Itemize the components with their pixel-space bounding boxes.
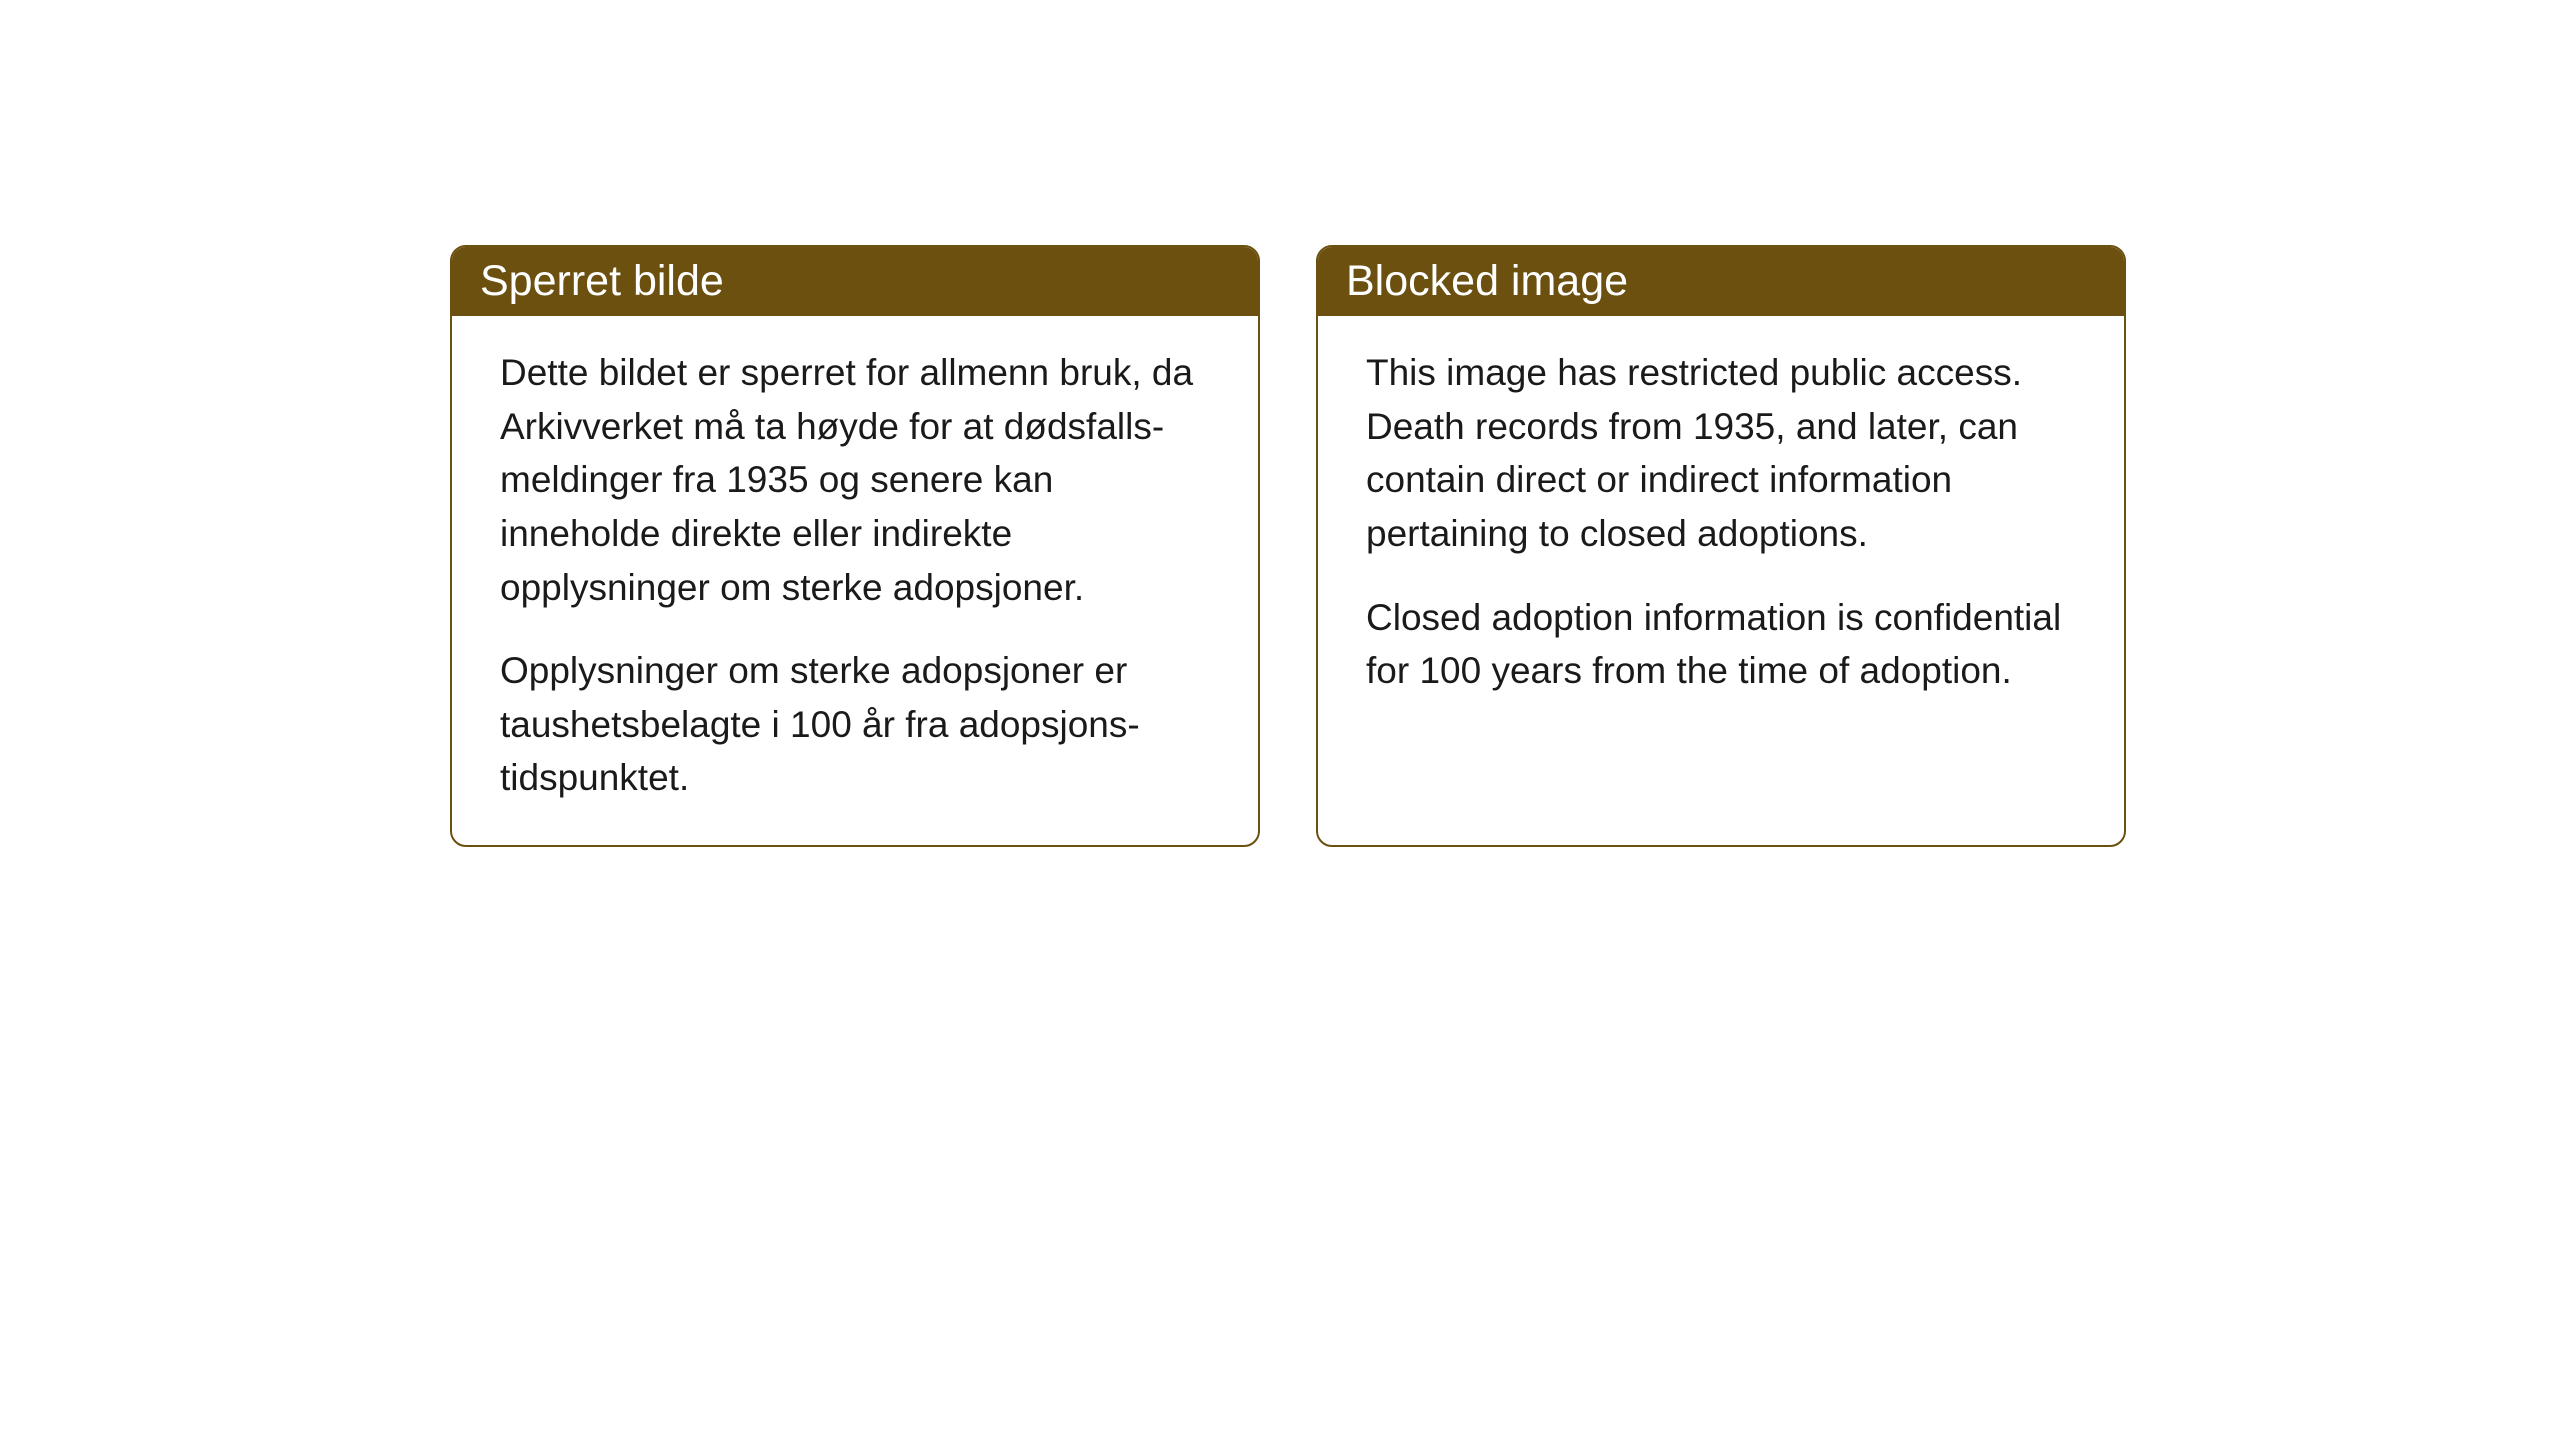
english-notice-card: Blocked image This image has restricted … <box>1316 245 2126 847</box>
english-notice-title: Blocked image <box>1318 247 2124 316</box>
norwegian-notice-card: Sperret bilde Dette bildet er sperret fo… <box>450 245 1260 847</box>
notice-container: Sperret bilde Dette bildet er sperret fo… <box>450 245 2126 847</box>
norwegian-notice-paragraph-2: Opplysninger om sterke adopsjoner er tau… <box>500 644 1210 805</box>
english-notice-paragraph-2: Closed adoption information is confident… <box>1366 591 2076 698</box>
norwegian-notice-title: Sperret bilde <box>452 247 1258 316</box>
english-notice-body: This image has restricted public access.… <box>1318 316 2124 738</box>
english-notice-paragraph-1: This image has restricted public access.… <box>1366 346 2076 561</box>
norwegian-notice-paragraph-1: Dette bildet er sperret for allmenn bruk… <box>500 346 1210 614</box>
norwegian-notice-body: Dette bildet er sperret for allmenn bruk… <box>452 316 1258 845</box>
